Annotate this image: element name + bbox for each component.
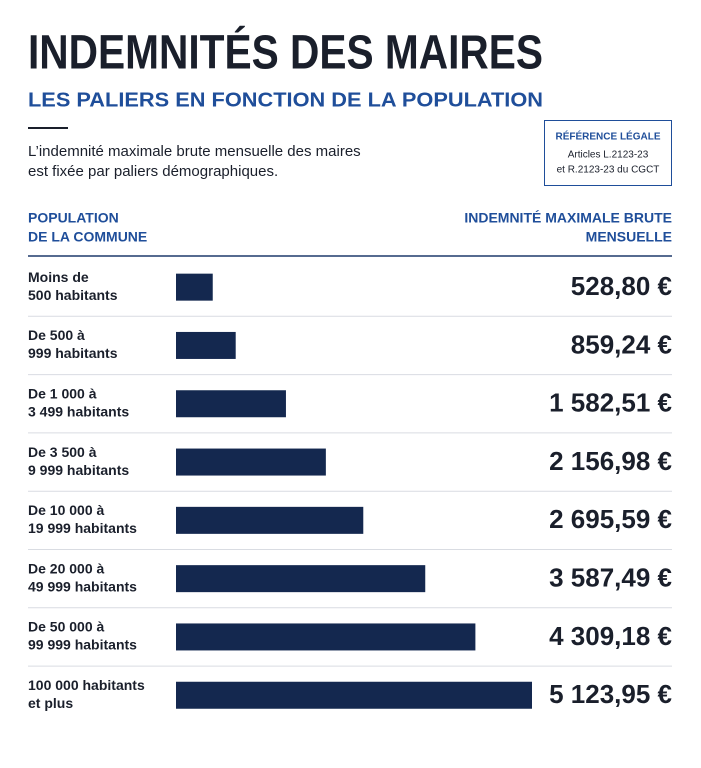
column-header: MENSUELLE [586, 229, 672, 245]
value-label: 4 309,18 € [549, 621, 672, 651]
reference-title: RÉFÉRENCE LÉGALE [555, 130, 660, 143]
column-header: DE LA COMMUNE [28, 229, 147, 245]
description: L’indemnité maximale brute mensuelle des… [28, 143, 361, 160]
column-header: INDEMNITÉ MAXIMALE BRUTE [464, 210, 672, 226]
category-label: De 3 500 à [28, 444, 97, 460]
value-label: 2 695,59 € [549, 504, 672, 534]
category-label: De 500 à [28, 327, 85, 343]
column-header: POPULATION [28, 210, 119, 226]
bar [176, 681, 532, 709]
category-label: 99 999 habitants [28, 637, 137, 653]
reference-line: et R.2123-23 du CGCT [557, 165, 660, 176]
category-label: 49 999 habitants [28, 578, 137, 594]
chart-subtitle: LES PALIERS EN FONCTION DE LA POPULATION [28, 89, 543, 111]
reference-line: Articles L.2123-23 [568, 150, 649, 161]
category-label: De 1 000 à [28, 385, 97, 401]
value-label: 3 587,49 € [549, 563, 672, 593]
chart-title: INDEMNITÉS DES MAIRES [28, 26, 543, 80]
description: est fixée par paliers démographiques. [28, 163, 278, 180]
category-label: De 10 000 à [28, 502, 104, 518]
value-label: 1 582,51 € [549, 388, 672, 418]
bar [176, 565, 426, 593]
value-label: 2 156,98 € [549, 446, 672, 476]
bar [176, 448, 326, 476]
bar [176, 623, 476, 651]
category-label: De 20 000 à [28, 560, 104, 576]
bar [176, 331, 236, 359]
category-label: 9 999 habitants [28, 462, 129, 478]
category-label: 999 habitants [28, 345, 118, 361]
bar [176, 273, 213, 301]
category-label: 3 499 habitants [28, 403, 129, 419]
category-label: et plus [28, 695, 73, 711]
reference-box [544, 120, 672, 186]
category-label: De 50 000 à [28, 619, 104, 635]
category-label: 100 000 habitants [28, 677, 145, 693]
category-label: Moins de [28, 269, 89, 285]
bar [176, 506, 364, 534]
category-label: 500 habitants [28, 287, 118, 303]
bar [176, 390, 286, 418]
value-label: 859,24 € [571, 329, 672, 359]
value-label: 528,80 € [571, 271, 672, 301]
value-label: 5 123,95 € [549, 679, 672, 709]
category-label: 19 999 habitants [28, 520, 137, 536]
